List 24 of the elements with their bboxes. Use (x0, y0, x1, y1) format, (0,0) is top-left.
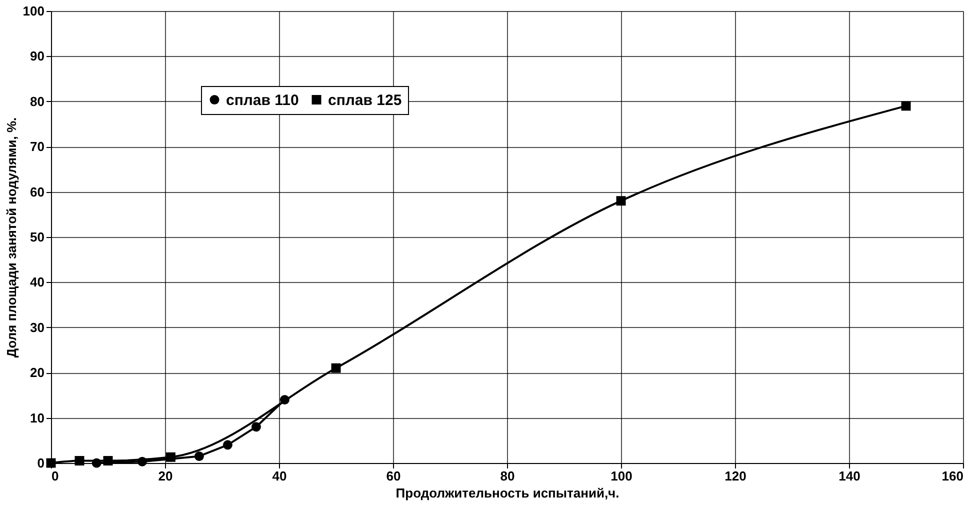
legend-label: сплав 125 (328, 92, 402, 109)
x-tick-label: 160 (942, 468, 964, 484)
x-tick-label: 120 (724, 468, 746, 484)
x-axis-title: Продолжительность испытаний,ч. (396, 486, 620, 500)
y-tick-label: 60 (30, 184, 44, 200)
y-tick-label: 0 (37, 456, 44, 470)
x-tick-label: 80 (500, 468, 515, 484)
y-tick-label: 40 (30, 274, 44, 290)
y-tick-label: 10 (30, 410, 44, 426)
y-tick-label: 90 (30, 48, 44, 64)
x-tick-label: 40 (272, 468, 287, 484)
x-tick-label: 100 (610, 468, 632, 484)
y-tick-label: 50 (30, 230, 44, 244)
x-tick-label: 60 (386, 468, 401, 484)
y-tick-label: 80 (30, 94, 44, 109)
x-tick-label: 0 (52, 468, 59, 484)
y-tick-label: 30 (30, 320, 44, 335)
x-tick-label: 20 (158, 468, 173, 484)
legend-label: сплав 110 (226, 92, 299, 109)
x-tick-label: 140 (838, 468, 860, 484)
y-tick-label: 20 (30, 365, 44, 380)
y-axis-title: Доля площади занятой нодулями, %. (4, 117, 19, 358)
y-tick-label: 70 (30, 139, 44, 154)
y-tick-label: 100 (22, 4, 44, 18)
